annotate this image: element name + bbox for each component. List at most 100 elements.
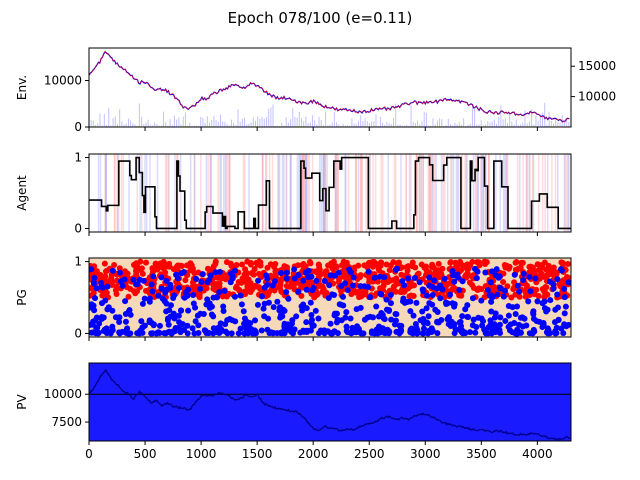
buy-point (331, 312, 338, 319)
buy-point (161, 298, 168, 305)
buy-point (342, 280, 349, 287)
buy-point (195, 329, 202, 336)
buy-point (488, 268, 495, 275)
buy-point (401, 282, 408, 289)
buy-point (371, 329, 378, 336)
sell-point (102, 268, 109, 275)
x-tick-label: 1500 (242, 447, 273, 461)
buy-point (184, 330, 191, 337)
buy-point (313, 277, 320, 284)
buy-point (505, 312, 512, 319)
buy-point (478, 297, 485, 304)
buy-point (485, 324, 492, 331)
buy-point (90, 280, 97, 287)
buy-point (343, 309, 350, 316)
buy-point (562, 303, 569, 310)
sell-point (132, 290, 139, 297)
x-tick-label: 2500 (354, 447, 385, 461)
buy-point (163, 286, 170, 293)
buy-point (293, 313, 300, 320)
sell-point (378, 259, 385, 266)
buy-point (241, 330, 248, 337)
buy-point (520, 276, 527, 283)
buy-point (371, 274, 378, 281)
buy-point (276, 307, 283, 314)
sell-point (212, 258, 219, 265)
buy-point (471, 265, 478, 272)
buy-point (189, 325, 196, 332)
buy-point (282, 322, 289, 329)
buy-point (347, 315, 354, 322)
buy-point (307, 299, 314, 306)
buy-point (383, 296, 390, 303)
sell-point (398, 271, 405, 278)
y-tick-label: 0 (74, 326, 82, 340)
buy-point (344, 287, 351, 294)
buy-point (264, 281, 271, 288)
buy-point (116, 319, 123, 326)
buy-point (203, 301, 210, 308)
plot-area-env (89, 50, 570, 127)
buy-point (378, 291, 385, 298)
buy-point (321, 327, 328, 334)
buy-point (507, 321, 514, 328)
y-tick-label: 1 (74, 151, 82, 165)
sell-point (244, 283, 251, 290)
chart-panels: 0100001000015000Env.01Agent01PG750010000… (15, 47, 616, 461)
buy-point (451, 278, 458, 285)
sell-point (214, 274, 221, 281)
buy-point (177, 329, 184, 336)
buy-point (353, 306, 360, 313)
buy-point (141, 295, 148, 302)
buy-point (502, 287, 509, 294)
buy-point (127, 311, 134, 318)
sell-point (236, 286, 243, 293)
buy-point (229, 275, 236, 282)
buy-point (530, 311, 537, 318)
sell-point (462, 272, 469, 279)
buy-point (107, 328, 114, 335)
buy-point (385, 307, 392, 314)
sell-point (390, 284, 397, 291)
buy-point (274, 298, 281, 305)
y-tick-label: 1 (74, 255, 82, 269)
buy-point (170, 295, 177, 302)
sell-point (93, 268, 100, 275)
right-y-tick-label: 10000 (578, 90, 616, 104)
buy-point (496, 321, 503, 328)
buy-point (312, 307, 319, 314)
sell-point (321, 289, 328, 296)
buy-point (119, 282, 126, 289)
buy-point (300, 277, 307, 284)
buy-point (303, 319, 310, 326)
buy-point (91, 307, 98, 314)
buy-point (434, 318, 441, 325)
buy-point (121, 276, 128, 283)
buy-point (153, 330, 160, 337)
buy-point (500, 293, 507, 300)
buy-point (329, 329, 336, 336)
buy-point (488, 298, 495, 305)
sell-point (127, 285, 134, 292)
buy-point (174, 275, 181, 282)
buy-point (254, 301, 261, 308)
axes-frame (88, 47, 572, 128)
buy-point (392, 317, 399, 324)
buy-point (565, 279, 571, 286)
sell-point (102, 273, 109, 280)
buy-point (540, 319, 547, 326)
buy-point (206, 330, 213, 337)
sell-point (398, 264, 405, 271)
sell-point (329, 265, 336, 272)
buy-point (208, 311, 215, 318)
buy-point (350, 274, 357, 281)
sell-point (504, 283, 511, 290)
buy-point (437, 295, 444, 302)
sell-point (210, 285, 217, 292)
buy-point (394, 265, 401, 272)
sell-point (476, 262, 483, 269)
sell-point (189, 265, 196, 272)
x-tick-label: 0 (85, 447, 93, 461)
buy-point (428, 326, 435, 333)
sell-point (247, 261, 254, 268)
